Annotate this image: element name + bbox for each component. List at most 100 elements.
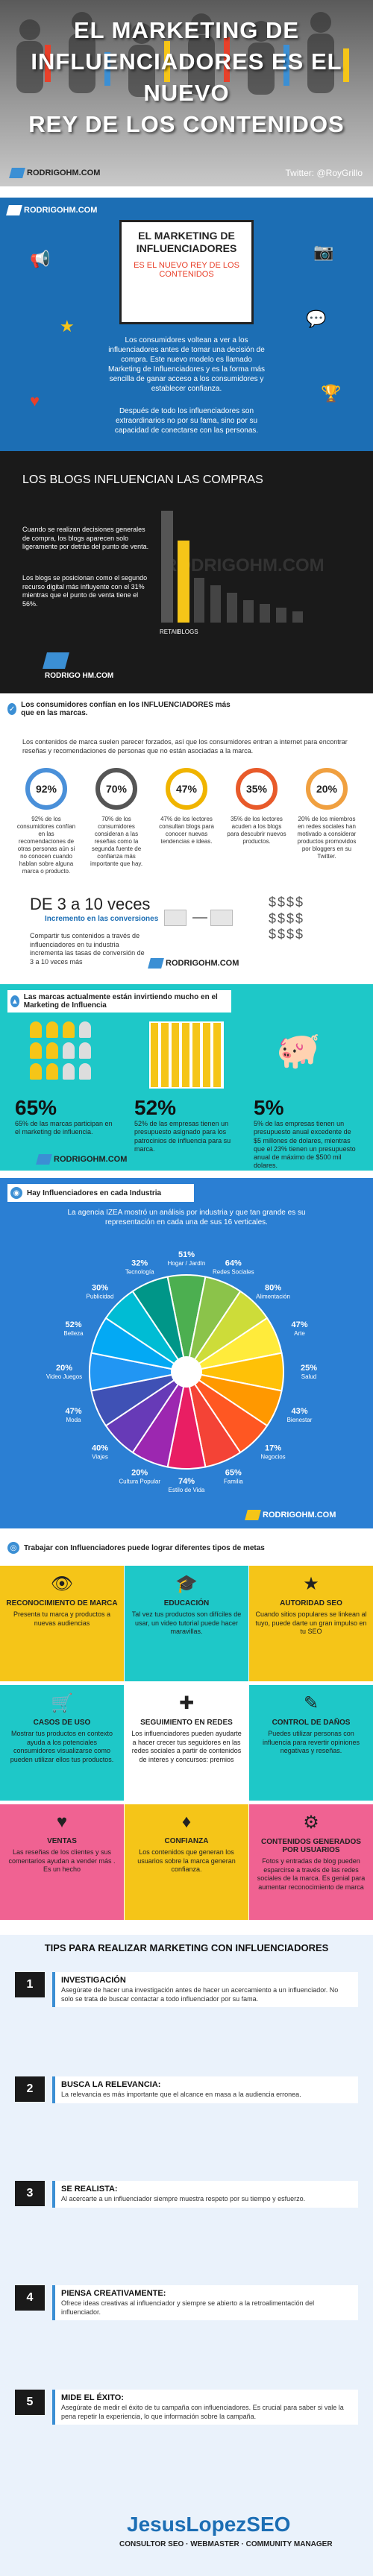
industries-header-text: Hay Influenciadores en cada Industria <box>27 1188 162 1197</box>
wheel-label: Viajes <box>92 1454 108 1461</box>
goal-title: VENTAS <box>47 1837 77 1845</box>
goal-title: CONFIANZA <box>164 1837 209 1845</box>
tip-item: 4 PIENSA CREATIVAMENTE: Ofrece ideas creat… <box>15 2285 358 2321</box>
retail-label: RETAIL <box>160 629 181 635</box>
tip-title: MIDE EL ÉXITO: <box>61 2393 124 2402</box>
tip-box: PIENSA CREATIVAMENTE: Ofrece ideas creati… <box>52 2285 358 2321</box>
industries-brand-logo[interactable]: RODRIGOHM.COM <box>245 1510 336 1520</box>
intro-card-sub: ES EL NUEVO REY DE LOS CONTENIDOS <box>134 260 239 279</box>
wheel-label: Salud <box>301 1373 316 1380</box>
goal-icon: 🎓 <box>175 1574 198 1594</box>
confidence-brand-logo[interactable]: RODRIGOHM.COM <box>148 958 239 969</box>
ring-text: 47% de los lectores consultan blogs para… <box>159 816 214 845</box>
invest-stat: 52% 52% de las empresas tienen un presupu… <box>134 1096 239 1171</box>
ring-text: 20% de los miembros en redes sociales ha… <box>297 816 357 860</box>
invest-header-text: Las marcas actualmente están invirtiendo… <box>23 993 218 1010</box>
wheel-percent: 52% <box>65 1320 81 1329</box>
conversion-arrows-icon <box>164 910 246 939</box>
tip-title: PIENSA CREATIVAMENTE: <box>61 2289 166 2298</box>
invest-section: ▲ Las marcas actualmente están invirtien… <box>0 984 373 1171</box>
intro-brand-logo[interactable]: RODRIGOHM.COM <box>6 205 98 215</box>
blogs-bar <box>178 541 189 623</box>
intro-p1: Los consumidores voltean a ver a los inf… <box>107 336 266 393</box>
wheel-label: Estilo de Vida <box>169 1487 205 1493</box>
invest-stat-text: 5% de las empresas tienen un presupuesto… <box>254 1120 356 1170</box>
invest-header: ▲ Las marcas actualmente están invirtien… <box>7 990 231 1013</box>
conv-title: DE 3 a 10 veces <box>30 895 151 913</box>
goal-title: AUTORIDAD SEO <box>280 1599 342 1607</box>
tip-title: BUSCA LA RELEVANCIA: <box>61 2080 161 2089</box>
intro-brand-label: RODRIGOHM.COM <box>24 206 98 215</box>
blogs-brand-label: RODRIGO HM.COM <box>45 672 114 680</box>
building-grid-icon <box>149 1021 224 1089</box>
goal-icon: ✚ <box>178 1693 195 1713</box>
tip-box: BUSCA LA RELEVANCIA: La relevancia es más… <box>52 2076 358 2103</box>
goal-text: Los influenciadores pueden ayudarte a ha… <box>131 1730 242 1764</box>
tip-number: 4 <box>15 2285 45 2311</box>
tip-item: 5 MIDE EL ÉXITO: Asegúrate de medir el éxi… <box>15 2390 358 2425</box>
invest-stat-percent: 65% <box>15 1096 57 1119</box>
confidence-header-text: Los consumidores confían en los INFLUENC… <box>21 701 231 717</box>
blogs-brand-logo[interactable]: RODRIGO HM.COM <box>43 652 114 680</box>
wheel-label: Belleza <box>63 1330 84 1337</box>
blogs-p2: Los blogs se posicionan como el segundo … <box>22 574 148 608</box>
wheel-label: Tecnología <box>125 1269 154 1276</box>
header-section: EL MARKETING DE INFLUENCIADORES ES EL NU… <box>0 0 373 186</box>
tip-text: Asegúrate de hacer una investigación ant… <box>61 1986 339 2003</box>
ring-stats: 92% 92% de los consumidores confían en la… <box>15 768 358 875</box>
wheel-label: Publicidad <box>87 1294 114 1300</box>
ring-stat: 47% 47% de los lectores consultan blogs p… <box>155 768 218 875</box>
goal-text: Cuando sitios populares se linkean al tu… <box>255 1610 367 1636</box>
goals-header: ◎ Trabajar con Influenciadores puede log… <box>7 1542 306 1554</box>
wheel-percent: 43% <box>291 1407 307 1416</box>
goal-text: Las reseñas de los clientes y sus coment… <box>8 1848 116 1874</box>
ring-percent: 35% <box>236 768 278 810</box>
piggy-bank-icon: 🐖 <box>276 1031 321 1071</box>
intro-card: EL MARKETING DE INFLUENCIADORES ES EL NU… <box>119 220 254 324</box>
tip-text: Al acercarte a un influenciador siempre … <box>61 2195 306 2202</box>
goal-text: Fotos y entradas de blog pueden esparcir… <box>257 1857 366 1892</box>
ring-stat: 70% 70% de los consumidores consideran a … <box>85 768 148 875</box>
goal-title: CONTENIDOS GENERADOS POR USUARIOS <box>261 1838 361 1854</box>
goal-tile: 🛒 CASOS DE USO Mostrar tus productos en co… <box>0 1685 124 1801</box>
brand-mark-icon <box>9 168 25 178</box>
conv-sub: Incremento en las conversiones <box>45 915 159 923</box>
invest-brand-logo[interactable]: RODRIGOHM.COM <box>36 1154 128 1165</box>
goal-icon: ♦ <box>181 1812 192 1832</box>
wheel-percent: 25% <box>301 1364 317 1373</box>
invest-stat: 5% 5% de las empresas tienen un presupues… <box>254 1096 358 1171</box>
blogs-title: LOS BLOGS INFLUENCIAN LAS COMPRAS <box>22 473 263 486</box>
main-title: EL MARKETING DE INFLUENCIADORES ES EL NU… <box>0 15 373 139</box>
goal-text: Puedes utilizar personas con influencia … <box>262 1730 360 1755</box>
blogs-bar-chart: RETAIL BLOGS <box>160 511 303 635</box>
wheel-percent: 65% <box>225 1468 242 1477</box>
twitter-handle[interactable]: Twitter: @RoyGrillo <box>285 168 363 178</box>
invest-brand-label: RODRIGOHM.COM <box>54 1155 128 1164</box>
title-line-2: INFLUENCIADORES ES EL NUEVO <box>31 48 342 106</box>
goal-tile: ♦ CONFIANZA Los contenidos que generan los… <box>125 1804 248 1920</box>
target-icon: ◎ <box>7 1542 19 1554</box>
brand-mark-icon <box>148 958 164 969</box>
wheel-percent: 30% <box>92 1284 108 1293</box>
tip-box: MIDE EL ÉXITO: Asegúrate de medir el éxit… <box>52 2390 358 2425</box>
chart-icon: ▲ <box>10 995 19 1007</box>
confidence-header: ✓ Los consumidores confían en los INFLUE… <box>7 701 231 717</box>
title-line-1: EL MARKETING DE <box>73 17 300 43</box>
intro-p2: Después de todo los influenciadores son … <box>114 407 259 435</box>
wheel-percent: 74% <box>178 1477 195 1486</box>
tip-number: 3 <box>15 2181 45 2206</box>
invest-stat: 65% 65% de las marcas participan en el ma… <box>15 1096 119 1171</box>
tip-number: 5 <box>15 2390 45 2415</box>
ring-percent: 70% <box>95 768 137 810</box>
brand-logo[interactable]: RODRIGOHM.COM <box>9 168 100 178</box>
wheel-label: Cultura Popular <box>119 1478 160 1484</box>
footer-brand[interactable]: JesusLopezSEO <box>127 2513 291 2536</box>
wheel-label: Video Juegos <box>46 1373 82 1380</box>
chat-icon: 💬 <box>306 309 327 328</box>
goal-tile: ✚ SEGUIMIENTO EN REDES Los influenciadores… <box>125 1685 248 1801</box>
goal-icon: 👁 <box>50 1574 74 1594</box>
ring-text: 35% de los lectores acuden a los blogs p… <box>227 816 286 845</box>
goal-title: CASOS DE USO <box>33 1719 91 1727</box>
wheel-label: Arte <box>294 1330 305 1337</box>
brand-mark-icon <box>6 205 22 215</box>
